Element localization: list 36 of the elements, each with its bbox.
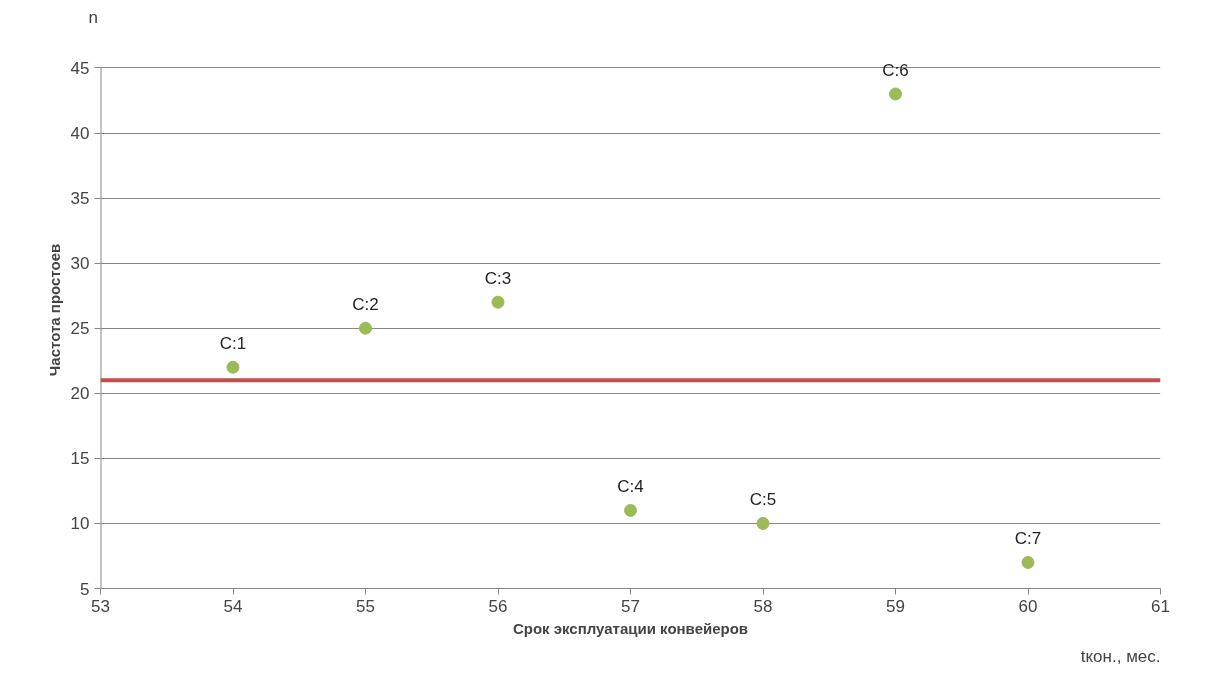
y-tick-label: 10	[70, 514, 90, 534]
annotation: C:7	[1014, 529, 1042, 549]
point	[1021, 555, 1035, 569]
x-tick-label: 56	[488, 596, 508, 616]
annotation: C:1	[219, 334, 247, 354]
x-tick-label: 55	[356, 596, 375, 616]
y-tick-label: 40	[70, 124, 90, 144]
x-tick-label: 58	[753, 596, 773, 616]
x-tick-label: 53	[91, 596, 110, 616]
point	[226, 360, 240, 374]
point	[889, 87, 902, 101]
x-tick-label: 54	[223, 596, 243, 616]
point	[359, 321, 372, 335]
y-tick-label: 5	[80, 579, 90, 599]
y-tick-label: 30	[70, 254, 90, 274]
text: tкон., мес.	[1080, 646, 1161, 666]
y-tick-label: 15	[70, 449, 90, 469]
annotation: C:3	[484, 269, 512, 289]
text: n	[88, 7, 98, 27]
y-tick-label: 20	[70, 384, 90, 404]
annotation: C:2	[352, 295, 379, 315]
point	[491, 295, 505, 309]
x-tick-label: 61	[1151, 596, 1170, 616]
annotation: C:5	[749, 490, 777, 510]
annotation: C:6	[882, 60, 909, 80]
y-tick-label: 25	[70, 319, 90, 339]
annotation: C:4	[617, 477, 644, 497]
y-axis-title: Частота простоев	[45, 243, 63, 377]
point	[624, 503, 637, 517]
point	[756, 516, 770, 530]
x-tick-label: 59	[886, 596, 905, 616]
y-tick-label: 45	[70, 58, 90, 78]
x-tick-label: 57	[621, 596, 640, 616]
x-tick-label: 60	[1018, 596, 1038, 616]
y-tick-label: 35	[70, 189, 90, 209]
x-axis-title: Срок эксплуатации конвейеров	[512, 619, 749, 637]
